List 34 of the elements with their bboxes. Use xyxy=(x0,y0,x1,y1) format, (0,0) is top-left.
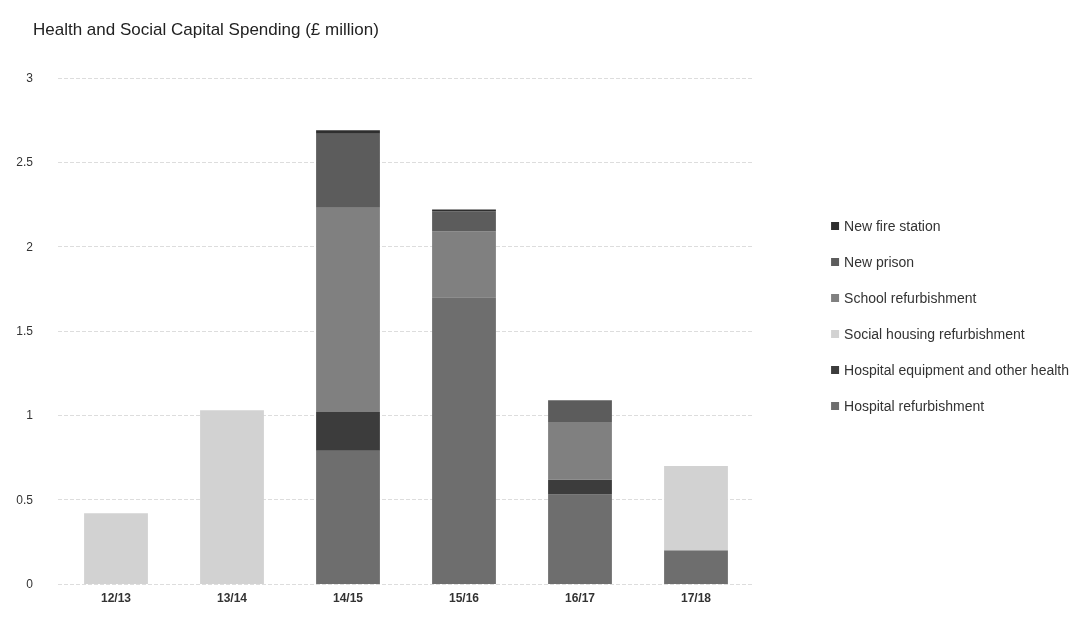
bar xyxy=(316,207,380,412)
chart-title: Health and Social Capital Spending (£ million) xyxy=(33,20,379,39)
bar xyxy=(664,550,728,584)
bar xyxy=(432,297,496,584)
bar xyxy=(432,231,496,298)
x-tick-label: 15/16 xyxy=(448,591,480,605)
legend-label: Social housing refurbishment xyxy=(844,326,1025,342)
legend-label: School refurbishment xyxy=(844,290,977,306)
legend-label: New fire station xyxy=(844,218,941,234)
bar xyxy=(316,411,380,451)
y-tick-label: 1.5 xyxy=(16,324,34,338)
y-tick-label: 2 xyxy=(26,239,34,254)
y-tick-label: 1 xyxy=(26,408,34,423)
x-tick-label: 13/14 xyxy=(216,591,248,605)
bar xyxy=(316,133,380,208)
x-tick-label: 16/17 xyxy=(564,591,596,605)
y-tick-label: 0 xyxy=(26,577,34,591)
legend-label: Hospital refurbishment xyxy=(844,398,985,414)
bar xyxy=(548,400,612,423)
bar xyxy=(548,494,612,584)
x-tick-label: 14/15 xyxy=(332,591,364,605)
legend-label: New prison xyxy=(844,254,915,270)
y-tick-label: 3 xyxy=(26,71,34,85)
bar xyxy=(316,450,380,584)
bar xyxy=(664,465,728,551)
bar xyxy=(432,211,496,232)
y-tick-label: 2.5 xyxy=(16,155,34,170)
bar xyxy=(316,130,380,134)
bar xyxy=(548,479,612,495)
bar xyxy=(548,422,612,480)
x-tick-label: 17/18 xyxy=(680,591,712,605)
legend-label: Hospital equipment and other health xyxy=(844,362,1070,378)
y-tick-label: 0.5 xyxy=(16,492,34,507)
x-tick-label: 12/13 xyxy=(100,591,132,605)
